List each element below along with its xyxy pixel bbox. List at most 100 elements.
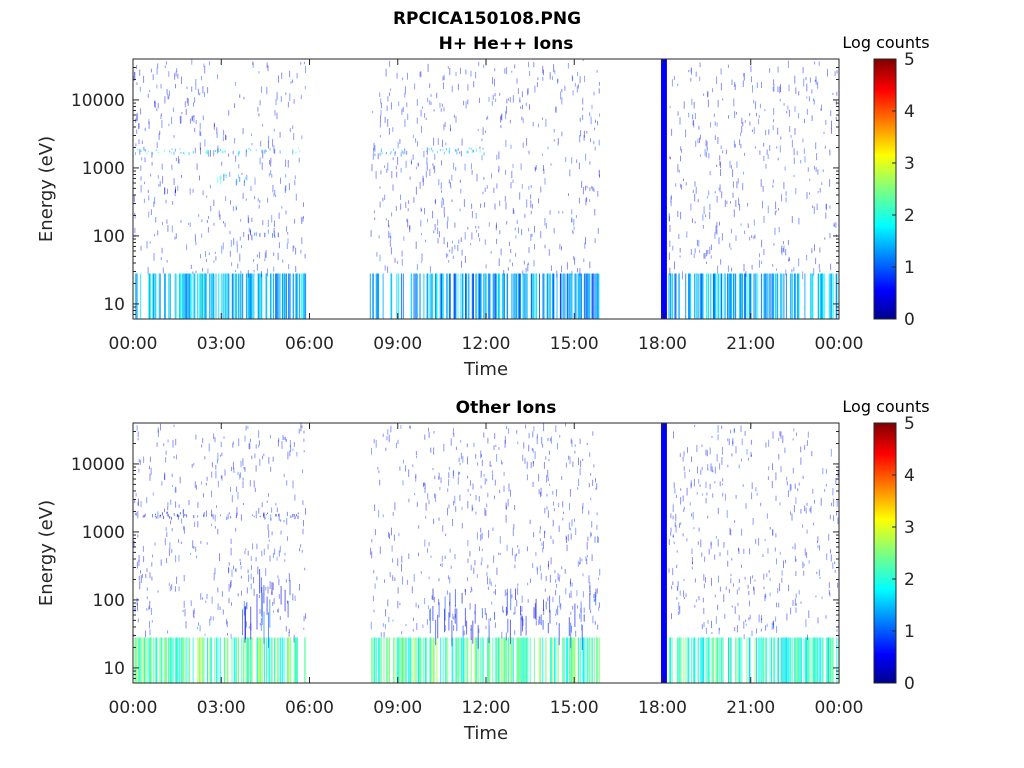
heat-noise <box>137 534 139 538</box>
heat-noise <box>502 605 504 612</box>
heat-noise <box>427 63 429 72</box>
heat-noise <box>380 102 382 109</box>
heat-noise <box>206 542 208 545</box>
heat-noise <box>533 532 535 538</box>
heat-noise <box>236 245 238 253</box>
heat-noise <box>164 508 165 513</box>
heat-noise <box>674 488 676 494</box>
heat-cell <box>210 637 211 683</box>
heat-cell <box>503 273 504 319</box>
heat-cell <box>397 637 399 683</box>
heat-cell <box>827 637 829 683</box>
heat-noise <box>710 255 712 259</box>
heat-noise <box>720 259 722 265</box>
heat-noise <box>407 208 409 212</box>
heat-noise <box>255 444 257 449</box>
heat-cell <box>184 637 186 683</box>
heat-noise <box>239 558 241 561</box>
heat-cell <box>581 625 583 650</box>
heat-noise <box>719 586 721 592</box>
heat-noise <box>400 425 402 429</box>
heat-noise <box>459 67 461 74</box>
heat-noise <box>501 462 503 465</box>
heat-noise <box>165 199 167 204</box>
heat-noise <box>287 451 289 460</box>
heat-cell <box>803 637 805 683</box>
heat-cell <box>576 273 578 319</box>
heat-noise <box>201 219 203 223</box>
heat-noise <box>731 267 733 272</box>
heat-noise <box>373 609 375 613</box>
heat-cell <box>596 273 598 319</box>
heat-noise <box>431 595 433 600</box>
heat-noise <box>416 117 418 124</box>
heat-noise <box>568 455 570 460</box>
heat-noise <box>161 481 163 486</box>
heat-cell <box>182 273 184 319</box>
heat-noise <box>589 112 591 117</box>
heat-noise <box>480 203 481 208</box>
heat-cell <box>780 273 782 319</box>
heat-cell <box>401 150 403 153</box>
heat-cell <box>158 273 160 319</box>
heat-cell <box>832 273 834 319</box>
x-tick-label: 12:00 <box>462 334 511 354</box>
heat-noise <box>572 76 574 82</box>
heat-noise <box>242 192 244 200</box>
heat-cell <box>407 637 409 683</box>
heat-noise <box>234 81 236 86</box>
heat-noise <box>212 616 214 621</box>
heat-cell <box>377 637 379 683</box>
heat-noise <box>675 183 677 187</box>
heat-noise <box>137 603 138 612</box>
heat-noise <box>832 92 834 95</box>
heat-noise <box>581 624 583 631</box>
heat-cell <box>741 273 743 319</box>
heat-cell <box>371 637 373 683</box>
heat-cell <box>763 273 765 319</box>
heat-noise <box>211 462 213 468</box>
heat-cell <box>564 273 566 319</box>
heat-noise <box>734 84 736 91</box>
heat-noise <box>743 621 745 629</box>
heat-noise <box>146 587 148 591</box>
heat-cell <box>169 150 171 152</box>
heat-noise <box>486 572 488 576</box>
heat-noise <box>152 554 154 558</box>
heat-cell <box>669 637 670 683</box>
heat-noise <box>591 554 593 562</box>
heat-cell <box>180 152 182 154</box>
heat-noise <box>772 86 774 92</box>
heat-noise <box>751 492 753 500</box>
heat-noise <box>275 194 277 198</box>
heat-noise <box>793 174 795 178</box>
heat-noise <box>760 618 762 624</box>
heat-noise <box>449 249 451 253</box>
heat-noise <box>252 62 254 68</box>
heat-cell <box>503 637 505 683</box>
heat-noise <box>742 121 744 127</box>
heat-noise <box>174 486 176 493</box>
heat-noise <box>202 438 204 443</box>
heat-noise <box>148 211 150 218</box>
heat-noise <box>797 488 799 492</box>
heat-noise <box>238 164 240 169</box>
heat-noise <box>405 202 407 208</box>
heat-cell <box>539 273 540 319</box>
heat-cell <box>685 273 687 319</box>
heat-noise <box>705 449 707 456</box>
heat-noise <box>570 590 572 598</box>
heat-noise <box>183 526 185 534</box>
heat-cell <box>185 273 187 319</box>
heat-noise <box>561 246 562 251</box>
heat-noise <box>743 263 745 272</box>
heat-noise <box>485 625 487 629</box>
heat-noise <box>248 227 250 233</box>
heat-noise <box>222 242 224 250</box>
heat-noise <box>134 227 136 233</box>
heat-cell <box>745 273 747 319</box>
heat-cell <box>415 273 417 319</box>
heat-noise <box>136 113 138 121</box>
heat-noise <box>527 89 529 96</box>
